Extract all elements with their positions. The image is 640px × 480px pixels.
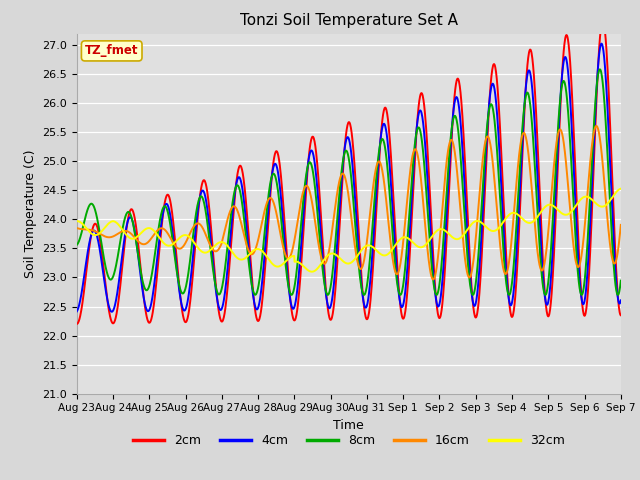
Y-axis label: Soil Temperature (C): Soil Temperature (C) — [24, 149, 36, 278]
Text: TZ_fmet: TZ_fmet — [85, 44, 138, 58]
Legend: 2cm, 4cm, 8cm, 16cm, 32cm: 2cm, 4cm, 8cm, 16cm, 32cm — [128, 429, 570, 452]
X-axis label: Time: Time — [333, 419, 364, 432]
Title: Tonzi Soil Temperature Set A: Tonzi Soil Temperature Set A — [240, 13, 458, 28]
